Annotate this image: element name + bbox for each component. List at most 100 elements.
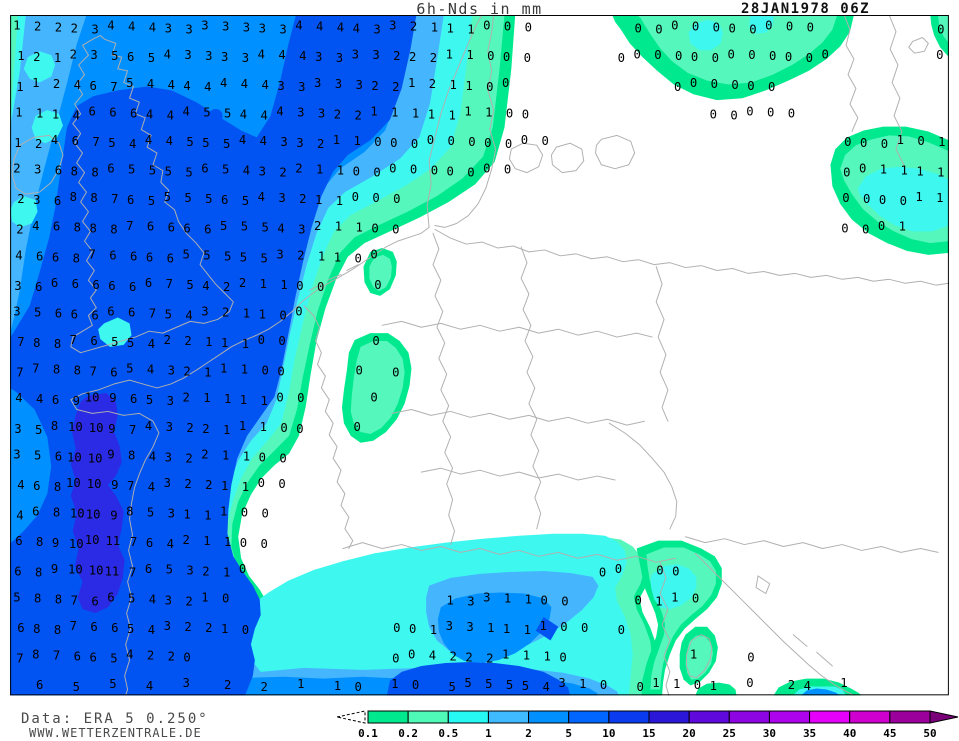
dutch-islands — [346, 264, 360, 271]
precip-value: 4 — [277, 222, 284, 236]
precip-value: 7 — [127, 479, 134, 493]
precip-value: 6 — [88, 104, 95, 118]
precip-value: 4 — [51, 133, 58, 147]
precip-value: 4 — [17, 478, 24, 492]
precip-value: 0 — [788, 106, 795, 120]
legend-color-segment — [809, 710, 851, 724]
legend-color-segment — [849, 710, 891, 724]
precip-value: 5 — [111, 49, 118, 63]
legend-tick-label: 0.2 — [398, 727, 418, 740]
precip-value: 1 — [524, 623, 531, 637]
precip-value: 1 — [201, 590, 208, 604]
precip-value: 0 — [392, 223, 399, 237]
precip-value: 3 — [279, 23, 286, 37]
precip-value: 4 — [145, 419, 152, 433]
precip-value: 3 — [352, 47, 359, 61]
precip-value: 3 — [372, 48, 379, 62]
precip-value: 0 — [807, 21, 814, 35]
precip-value: 3 — [165, 22, 172, 36]
precip-value: 4 — [167, 108, 174, 122]
precip-value: 1 — [673, 677, 680, 691]
precip-value: 6 — [128, 305, 135, 319]
precip-value: 2 — [429, 77, 436, 91]
precip-value: 10 — [87, 477, 102, 491]
precip-value: 0 — [505, 137, 512, 151]
precip-value: 8 — [53, 363, 60, 377]
precip-value: 1 — [243, 306, 250, 320]
precip-value: 1 — [431, 21, 438, 35]
precip-value: 0 — [634, 593, 641, 607]
precip-value: 5 — [127, 622, 134, 636]
precip-value: 5 — [220, 219, 227, 233]
precip-value: 0 — [373, 166, 380, 180]
precip-value: 2 — [184, 477, 191, 491]
precip-value: 6 — [92, 278, 99, 292]
precip-value: 3 — [467, 594, 474, 608]
precip-value: 3 — [243, 21, 250, 35]
precip-value: 0 — [785, 50, 792, 64]
precip-value: 6 — [109, 105, 116, 119]
precip-value: 0 — [654, 48, 661, 62]
precip-value: 6 — [111, 621, 118, 635]
precip-value: 1 — [464, 104, 471, 118]
precip-value: 0 — [821, 47, 828, 61]
danish-island-3 — [595, 134, 636, 170]
precip-value: 1 — [260, 420, 267, 434]
precip-value: 2 — [317, 137, 324, 151]
precip-value: 5 — [126, 76, 133, 90]
precip-value: 1 — [242, 480, 249, 494]
legend-color-segment — [728, 710, 770, 724]
precip-value: 1 — [220, 505, 227, 519]
precip-value: 5 — [110, 651, 117, 665]
precip-value: 1 — [466, 48, 473, 62]
sweden-coast-1 — [843, 15, 859, 132]
precip-value: 4 — [146, 679, 153, 693]
precip-value: 1 — [240, 393, 247, 407]
precip-value: 8 — [54, 480, 61, 494]
legend-tick-label: 15 — [642, 727, 655, 740]
precip-value: 0 — [936, 48, 943, 62]
precip-value: 5 — [485, 677, 492, 691]
precip-value: 1 — [354, 134, 361, 148]
precip-value: 1 — [334, 679, 341, 693]
precip-value: 2 — [392, 80, 399, 94]
precip-value: 4 — [73, 108, 80, 122]
precip-value: 8 — [55, 592, 62, 606]
precip-value: 5 — [166, 563, 173, 577]
precip-value: 3 — [297, 105, 304, 119]
precip-value: 8 — [33, 336, 40, 350]
precip-value: 8 — [110, 223, 117, 237]
precip-value: 5 — [111, 335, 118, 349]
precip-value: 2 — [297, 248, 304, 262]
precip-value: 0 — [636, 680, 643, 694]
precip-value: 3 — [259, 165, 266, 179]
precip-value: 3 — [14, 422, 21, 436]
precip-value: 4 — [262, 78, 269, 92]
precip-value: 5 — [449, 680, 456, 694]
danish-island-2 — [550, 142, 585, 174]
precip-value: 4 — [148, 623, 155, 637]
precip-value: 0 — [844, 135, 851, 149]
precip-value: 0 — [504, 163, 511, 177]
precip-value: 4 — [32, 219, 39, 233]
map-title: 6h-Nds in mm — [416, 0, 543, 18]
precip-value: 2 — [465, 650, 472, 664]
dutch-islands — [309, 283, 322, 291]
precip-value: 2 — [223, 280, 230, 294]
precip-value: 7 — [149, 306, 156, 320]
precip-value: 1 — [337, 164, 344, 178]
legend-color-segment — [407, 710, 449, 724]
precip-value: 0 — [259, 450, 266, 464]
precip-value: 5 — [184, 191, 191, 205]
precip-value: 1 — [183, 508, 190, 522]
precip-value: 4 — [166, 134, 173, 148]
precip-value: 2 — [184, 334, 191, 348]
precip-value: 2 — [183, 365, 190, 379]
precip-value: 3 — [373, 23, 380, 37]
precip-value: 0 — [769, 49, 776, 63]
precip-value: 0 — [408, 648, 415, 662]
precip-value: 2 — [182, 533, 189, 547]
precip-value: 0 — [487, 49, 494, 63]
precip-value: 0 — [261, 537, 268, 551]
precip-value: 1 — [487, 621, 494, 635]
